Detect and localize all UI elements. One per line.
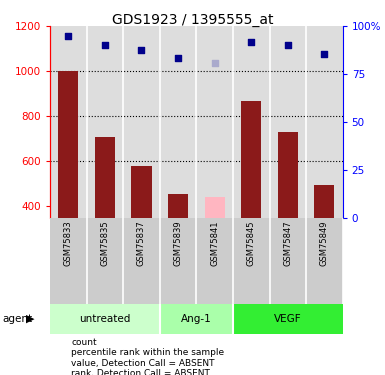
Text: GSM75833: GSM75833 [64,220,73,266]
Text: value, Detection Call = ABSENT: value, Detection Call = ABSENT [71,359,215,368]
Bar [196,217,233,304]
Bar [233,217,270,304]
Text: agent: agent [2,314,32,324]
Bar [278,132,298,218]
Bar [196,26,233,218]
Text: GSM75841: GSM75841 [210,220,219,266]
Bar [58,71,79,217]
Point [139,47,145,53]
Point [248,39,254,45]
Text: GSM75839: GSM75839 [174,220,182,266]
Point [212,60,218,66]
Bar [50,26,87,218]
Text: GSM75835: GSM75835 [100,220,109,266]
Text: VEGF: VEGF [274,314,301,324]
Bar [270,26,306,218]
Point [65,33,72,39]
Bar [314,185,335,218]
Text: GSM75849: GSM75849 [320,220,329,266]
Text: ▶: ▶ [26,314,35,324]
Point [321,51,327,57]
Point [102,42,108,48]
Bar [233,26,270,218]
Bar [131,166,152,218]
Bar [270,217,306,304]
Bar [306,217,343,304]
Point [285,42,291,48]
Text: count: count [71,338,97,347]
Bar [168,194,188,217]
Bar [160,217,196,304]
Bar [87,26,123,218]
Bar [204,197,225,217]
Bar [160,304,233,334]
Bar [50,217,87,304]
Bar [241,100,261,218]
Text: untreated: untreated [79,314,131,324]
Bar [123,217,160,304]
Bar [50,304,160,334]
Bar [306,26,343,218]
Text: rank, Detection Call = ABSENT: rank, Detection Call = ABSENT [71,369,210,375]
Text: percentile rank within the sample: percentile rank within the sample [71,348,224,357]
Text: Ang-1: Ang-1 [181,314,212,324]
Bar [233,304,343,334]
Bar [160,26,196,218]
Bar [95,136,115,218]
Point [175,55,181,61]
Text: GSM75847: GSM75847 [283,220,292,266]
Bar [123,26,160,218]
Text: GSM75837: GSM75837 [137,220,146,266]
Bar [87,217,123,304]
Text: GSM75845: GSM75845 [247,220,256,266]
Text: GDS1923 / 1395555_at: GDS1923 / 1395555_at [112,13,273,27]
